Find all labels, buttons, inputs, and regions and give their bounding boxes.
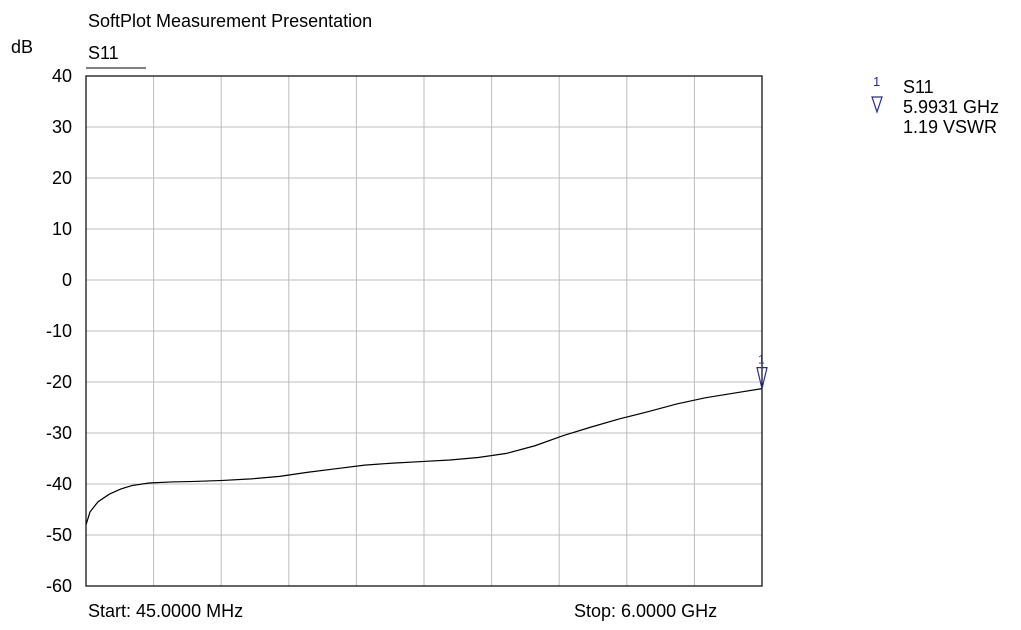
- grid: [86, 76, 762, 586]
- plot-frame: [85, 75, 763, 587]
- y-tick-label: -30: [46, 423, 72, 443]
- marker-readout: 1 S11 5.9931 GHz 1.19 VSWR: [871, 74, 999, 137]
- readout-marker-number: 1: [873, 74, 880, 89]
- y-tick-label: -10: [46, 321, 72, 341]
- readout-frequency: 5.9931 GHz: [903, 97, 999, 117]
- readout-marker-triangle-icon: [871, 96, 883, 114]
- y-tick-label: -40: [46, 474, 72, 494]
- y-axis-ticks: 40 30 20 10 0 -10 -20 -30 -40 -50 -60: [46, 66, 72, 596]
- marker-triangle-icon: [756, 367, 768, 389]
- marker-1: 1: [756, 353, 768, 389]
- readout-value: 1.19 VSWR: [903, 117, 997, 137]
- s11-trace-line: [85, 388, 763, 525]
- marker-number-label: 1: [758, 353, 765, 367]
- y-tick-label: 10: [52, 219, 72, 239]
- chart-title: SoftPlot Measurement Presentation: [88, 11, 372, 31]
- readout-trace-name: S11: [903, 77, 934, 97]
- y-unit-label: dB: [11, 37, 33, 57]
- start-frequency-label: Start: 45.0000 MHz: [88, 601, 243, 621]
- y-tick-label: 30: [52, 117, 72, 137]
- y-tick-label: 20: [52, 168, 72, 188]
- y-tick-label: -60: [46, 576, 72, 596]
- y-tick-label: 0: [62, 270, 72, 290]
- y-tick-label: -50: [46, 525, 72, 545]
- y-tick-label: 40: [52, 66, 72, 86]
- y-tick-label: -20: [46, 372, 72, 392]
- trace-label: S11: [88, 43, 119, 63]
- stop-frequency-label: Stop: 6.0000 GHz: [574, 601, 717, 621]
